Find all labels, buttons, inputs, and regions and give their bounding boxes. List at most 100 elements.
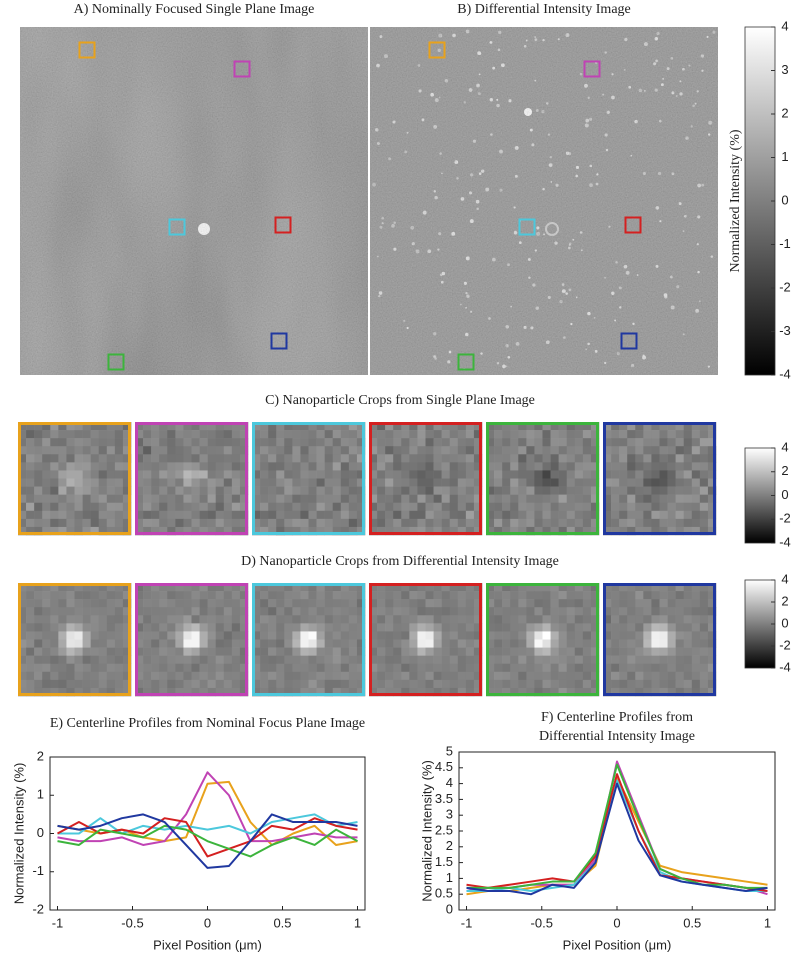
crop-pixel xyxy=(401,446,410,455)
crop-pixel xyxy=(627,526,636,536)
crop-pixel xyxy=(292,526,301,536)
crop-pixel xyxy=(207,647,217,656)
crop-pixel xyxy=(707,478,717,487)
crop-pixel xyxy=(167,679,176,689)
crop-pixel xyxy=(18,438,27,447)
crop-pixel xyxy=(284,631,293,640)
crop-pixel xyxy=(377,518,386,528)
crop-pixel xyxy=(534,494,543,504)
crop-pixel xyxy=(707,502,717,512)
crop-pixel xyxy=(542,502,551,512)
crop-pixel xyxy=(207,607,217,616)
crop-pixel xyxy=(199,510,208,520)
crop-pixel xyxy=(409,687,418,697)
crop-pixel xyxy=(191,518,200,528)
crop-pixel xyxy=(558,623,568,632)
crop-pixel xyxy=(393,430,402,439)
crop-pixel xyxy=(135,526,144,536)
colorbar-tick-label: -4 xyxy=(779,534,791,549)
crop-pixel xyxy=(667,647,676,656)
crop-pixel xyxy=(356,607,366,616)
crop-pixel xyxy=(409,615,418,624)
crop-pixel xyxy=(707,430,717,439)
crop-pixel xyxy=(90,663,100,673)
crop-pixel xyxy=(582,655,592,665)
crop-pixel xyxy=(167,438,176,447)
crop-pixel xyxy=(417,470,426,479)
crop-pixel xyxy=(316,438,325,447)
crop-pixel xyxy=(417,591,426,600)
crop-pixel xyxy=(566,446,576,455)
crop-pixel xyxy=(385,631,394,640)
crop-pixel xyxy=(215,518,225,528)
crop-pixel xyxy=(34,462,43,471)
crop-pixel xyxy=(50,510,59,520)
crop-pixel xyxy=(619,607,628,616)
crop-pixel xyxy=(260,446,269,455)
crop-pixel xyxy=(175,454,184,463)
crop-pixel xyxy=(611,631,620,640)
crop-pixel xyxy=(300,526,309,536)
colorbar-tick-label: 4 xyxy=(781,18,788,33)
crop-pixel xyxy=(566,671,576,681)
crop-pixel xyxy=(66,494,75,504)
crop-pixel xyxy=(292,478,301,487)
crop-pixel xyxy=(659,494,668,504)
crop-pixel xyxy=(659,462,668,471)
crop-pixel xyxy=(550,663,559,673)
crop-pixel xyxy=(348,462,358,471)
crop-pixel xyxy=(377,494,386,504)
crop-pixel xyxy=(42,438,51,447)
crop-pixel xyxy=(316,454,325,463)
crop-pixel xyxy=(284,639,293,648)
crop-pixel xyxy=(252,647,261,656)
crop-pixel xyxy=(558,454,568,463)
crop-pixel xyxy=(231,599,241,608)
crop-pixel xyxy=(675,679,685,689)
crop-pixel xyxy=(369,454,378,463)
crop-pixel xyxy=(635,583,644,592)
crop-pixel xyxy=(223,679,233,689)
crop-pixel xyxy=(356,478,366,487)
crop-pixel xyxy=(574,623,584,632)
crop-pixel xyxy=(558,486,568,495)
crop-pixel xyxy=(590,430,600,439)
crop-pixel xyxy=(268,655,277,665)
crop-pixel xyxy=(651,526,660,536)
crop-pixel xyxy=(308,631,317,640)
crop-pixel xyxy=(167,623,176,632)
crop-pixel xyxy=(574,494,584,504)
crop-pixel xyxy=(90,631,100,640)
crop-pixel xyxy=(223,647,233,656)
crop-pixel xyxy=(284,599,293,608)
crop-pixel xyxy=(122,607,132,616)
crop-pixel xyxy=(239,615,249,624)
crop-pixel xyxy=(603,462,612,471)
crop-pixel xyxy=(207,478,217,487)
crop-pixel xyxy=(494,454,503,463)
crop-pixel xyxy=(348,446,358,455)
crop-pixel xyxy=(590,607,600,616)
crop-pixel xyxy=(252,470,261,479)
crop-pixel xyxy=(667,599,676,608)
crop-pixel xyxy=(651,607,660,616)
crop-pixel xyxy=(252,526,261,536)
crop-pixel xyxy=(611,679,620,689)
crop-pixel xyxy=(691,518,701,528)
crop-pixel xyxy=(300,647,309,656)
crop-pixel xyxy=(191,478,200,487)
crop-pixel xyxy=(518,446,527,455)
crop-pixel xyxy=(699,647,709,656)
crop-pixel xyxy=(465,430,475,439)
crop-pixel xyxy=(106,647,116,656)
crop-pixel xyxy=(465,599,475,608)
crop-pixel xyxy=(534,502,543,512)
crop-pixel xyxy=(252,687,261,697)
crop-pixel xyxy=(510,607,519,616)
crop-pixel xyxy=(590,623,600,632)
crop-pixel xyxy=(106,655,116,665)
crop-pixel xyxy=(449,494,459,504)
crop-pixel xyxy=(707,639,717,648)
crop-pixel xyxy=(42,518,51,528)
crop-pixel xyxy=(90,687,100,697)
